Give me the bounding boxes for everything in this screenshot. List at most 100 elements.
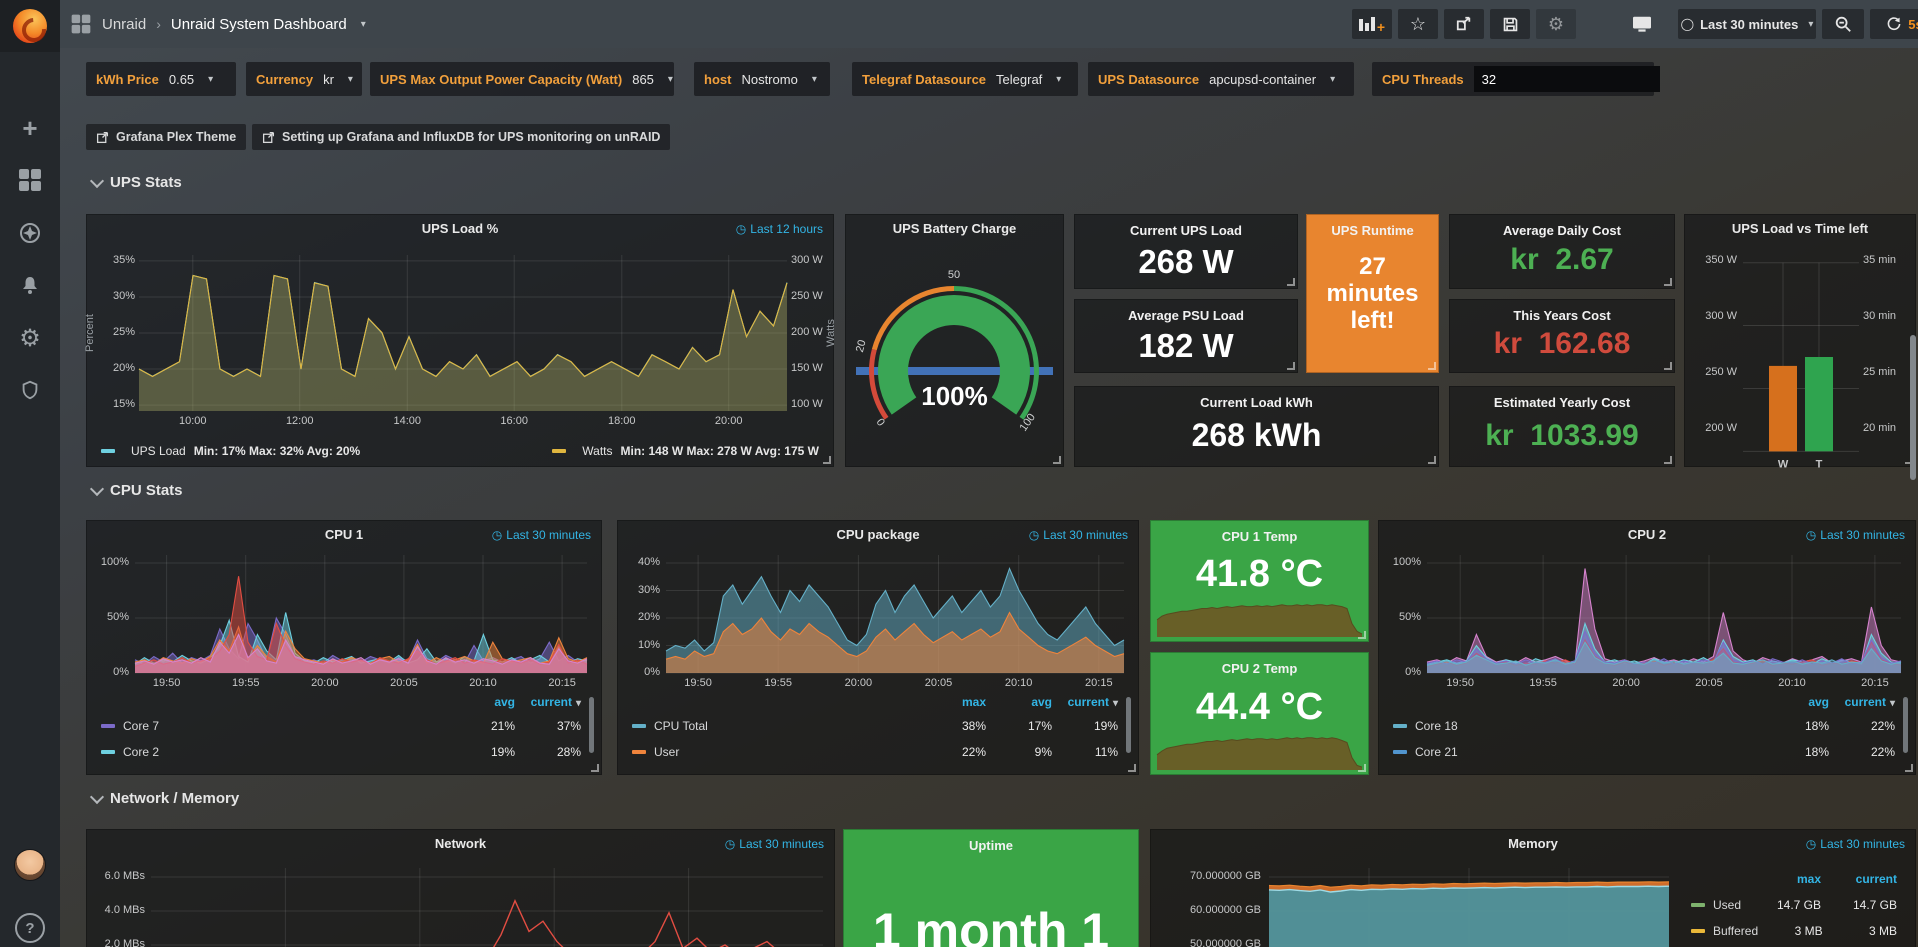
panel-time-range[interactable]: ◷ Last 30 minutes — [1805, 528, 1905, 542]
alerting-bell-icon[interactable] — [0, 266, 60, 306]
panel-time-range[interactable]: ◷ Last 30 minutes — [491, 528, 591, 542]
legend-col-current[interactable]: current ▾ — [530, 695, 581, 709]
link-grafana-plex-theme[interactable]: Grafana Plex Theme — [86, 124, 247, 150]
variable-value: kr — [323, 71, 334, 87]
panel-time-range[interactable]: ◷ Last 30 minutes — [724, 837, 824, 851]
legend-swatch — [101, 750, 115, 754]
explore-compass-icon[interactable] — [0, 213, 60, 253]
axis-tick: 12:00 — [285, 415, 314, 427]
legend-scrollbar[interactable] — [1903, 697, 1908, 753]
refresh-button[interactable]: 5s ▾ — [1870, 9, 1918, 39]
legend-item[interactable]: Buffered 3 MB 3 MB — [1691, 924, 1897, 938]
server-admin-shield-icon[interactable] — [0, 370, 60, 410]
panel-average-daily-cost[interactable]: Average Daily Cost kr 2.67 — [1449, 214, 1675, 289]
panel-network[interactable]: Network ◷ Last 30 minutes 6.0 MBs 4.0 MBs 2… — [86, 829, 835, 947]
axis-tick: 20:05 — [1695, 677, 1723, 689]
panel-cpu-2[interactable]: CPU 2 ◷ Last 30 minutes 100% 50% 0% 19:50 19… — [1378, 520, 1916, 775]
dashboard-grid-icon[interactable] — [71, 14, 91, 34]
configuration-gear-icon[interactable]: ⚙ — [19, 324, 41, 352]
grafana-logo[interactable] — [0, 0, 60, 52]
panel-time-range[interactable]: ◷ Last 30 minutes — [1805, 837, 1905, 851]
section-network-memory[interactable]: Network / Memory — [89, 789, 239, 807]
variable-value: 0.65 — [168, 71, 195, 87]
panel-title: Memory — [1508, 836, 1558, 851]
legend-col-current[interactable]: current ▾ — [1844, 695, 1895, 709]
chevron-down-icon: ▾ — [1056, 73, 1062, 85]
help-icon[interactable]: ? — [0, 908, 60, 947]
zoom-out-button[interactable] — [1822, 9, 1864, 39]
panel-ups-runtime[interactable]: UPS Runtime 27 minutes left! — [1306, 214, 1439, 373]
legend-item[interactable]: Core 21 18% 22% — [1393, 745, 1895, 759]
legend-item[interactable]: UPS Load Min: 17% Max: 32% Avg: 20% — [101, 444, 360, 458]
panel-time-range[interactable]: ◷ Last 30 minutes — [1028, 528, 1128, 542]
link-ups-monitoring-guide[interactable]: Setting up Grafana and InfluxDB for UPS … — [252, 124, 671, 150]
share-button[interactable] — [1444, 9, 1484, 39]
variable-kwh-price[interactable]: kWh Price 0.65 ▾ — [86, 62, 236, 96]
panel-cpu-1[interactable]: CPU 1 ◷ Last 30 minutes 100% 50% 0% 19:50 19… — [86, 520, 602, 775]
legend-col-max[interactable]: max — [961, 695, 986, 709]
page-scrollbar[interactable] — [1910, 335, 1916, 480]
add-panel-button[interactable]: + — [1352, 9, 1392, 39]
kiosk-tv-button[interactable] — [1620, 9, 1664, 39]
panel-ups-battery-charge[interactable]: UPS Battery Charge 0 20 50 100 100% — [845, 214, 1064, 467]
legend-col-avg[interactable]: avg — [1808, 695, 1829, 709]
cpu-threads-input[interactable] — [1473, 66, 1660, 92]
panel-cpu2-temp[interactable]: CPU 2 Temp 44.4 °C — [1150, 652, 1369, 775]
star-button[interactable]: ☆ — [1398, 9, 1438, 39]
save-button[interactable] — [1490, 9, 1530, 39]
panel-ups-load-vs-time-left[interactable]: UPS Load vs Time left 350 W 300 W 250 W 200… — [1684, 214, 1916, 470]
legend-item[interactable]: CPU Total 38% 17% 19% — [632, 719, 1118, 733]
section-ups-stats[interactable]: UPS Stats — [89, 173, 182, 191]
breadcrumb-dashboard-title[interactable]: Unraid System Dashboard — [170, 15, 347, 33]
stat-value: kr 2.67 — [1510, 243, 1614, 276]
create-icon[interactable]: + — [22, 112, 38, 143]
panel-this-years-cost[interactable]: This Years Cost kr 162.68 — [1449, 299, 1675, 373]
panel-estimated-yearly-cost[interactable]: Estimated Yearly Cost kr 1033.99 — [1449, 386, 1675, 467]
variable-ups-max-output[interactable]: UPS Max Output Power Capacity (Watt) 865… — [370, 62, 674, 96]
variable-host[interactable]: host Nostromo ▾ — [694, 62, 830, 96]
variable-telegraf-datasource[interactable]: Telegraf Datasource Telegraf ▾ — [852, 62, 1078, 96]
panel-title: Network — [434, 836, 487, 851]
panel-ups-load[interactable]: UPS Load % ◷ Last 12 hours Percent Watts … — [84, 214, 837, 467]
legend-swatch — [1691, 929, 1705, 933]
legend-header: max avg current ▾ — [632, 695, 1118, 709]
section-cpu-stats[interactable]: CPU Stats — [89, 481, 183, 499]
legend-col-max[interactable]: max — [1796, 872, 1821, 886]
legend-col-avg[interactable]: avg — [494, 695, 515, 709]
x-axis-ticks: 19:50 19:55 20:00 20:05 20:10 20:15 — [1427, 677, 1901, 691]
legend-scrollbar[interactable] — [589, 697, 594, 753]
legend-item[interactable]: Used 14.7 GB 14.7 GB — [1691, 898, 1897, 912]
legend-col-avg[interactable]: avg — [1031, 695, 1052, 709]
panel-current-load-kwh[interactable]: Current Load kWh 268 kWh — [1074, 386, 1439, 467]
panel-cpu1-temp[interactable]: CPU 1 Temp 41.8 °C — [1150, 520, 1369, 642]
legend-item[interactable]: Core 18 18% 22% — [1393, 719, 1895, 733]
legend-col-current[interactable]: current ▾ — [1067, 695, 1118, 709]
svg-text:T: T — [1816, 458, 1823, 470]
panel-cpu-package[interactable]: CPU package ◷ Last 30 minutes 40% 30% 20% 10… — [617, 520, 1139, 775]
dashboard-settings-button[interactable]: ⚙ — [1536, 9, 1576, 39]
axis-tick: 20:15 — [548, 677, 576, 689]
legend-col-current[interactable]: current — [1855, 872, 1897, 886]
variable-currency[interactable]: Currency kr ▾ — [246, 62, 362, 96]
panel-memory[interactable]: Memory ◷ Last 30 minutes 70.000000 GB 60.0… — [1150, 829, 1916, 947]
variable-cpu-threads: CPU Threads — [1372, 62, 1660, 96]
dashboards-icon[interactable] — [0, 160, 60, 200]
legend-item[interactable]: Core 2 19% 28% — [101, 745, 581, 759]
chart-legend: UPS Load Min: 17% Max: 32% Avg: 20% Watts… — [101, 444, 819, 458]
legend-swatch — [632, 724, 646, 728]
variable-ups-datasource[interactable]: UPS Datasource apcupsd-container ▾ — [1088, 62, 1354, 96]
legend-item[interactable]: User 22% 9% 11% — [632, 745, 1118, 759]
breadcrumb-folder[interactable]: Unraid — [102, 15, 147, 33]
chevron-down-icon[interactable]: ▾ — [360, 18, 366, 30]
legend-scrollbar[interactable] — [1126, 697, 1131, 753]
panel-time-range[interactable]: ◷ Last 12 hours — [735, 222, 823, 236]
legend-item[interactable]: Watts Min: 148 W Max: 278 W Avg: 175 W — [552, 444, 819, 458]
panel-current-ups-load[interactable]: Current UPS Load 268 W — [1074, 214, 1298, 289]
panel-uptime[interactable]: Uptime 1 month 1 — [843, 829, 1139, 947]
time-range-picker[interactable]: ◯︎ Last 30 minutes ▾ — [1678, 9, 1816, 39]
stat-title: This Years Cost — [1513, 308, 1611, 323]
stat-title: Uptime — [968, 838, 1014, 853]
panel-average-psu-load[interactable]: Average PSU Load 182 W — [1074, 299, 1298, 373]
legend-item[interactable]: Core 7 21% 37% — [101, 719, 581, 733]
user-avatar[interactable] — [0, 845, 60, 885]
